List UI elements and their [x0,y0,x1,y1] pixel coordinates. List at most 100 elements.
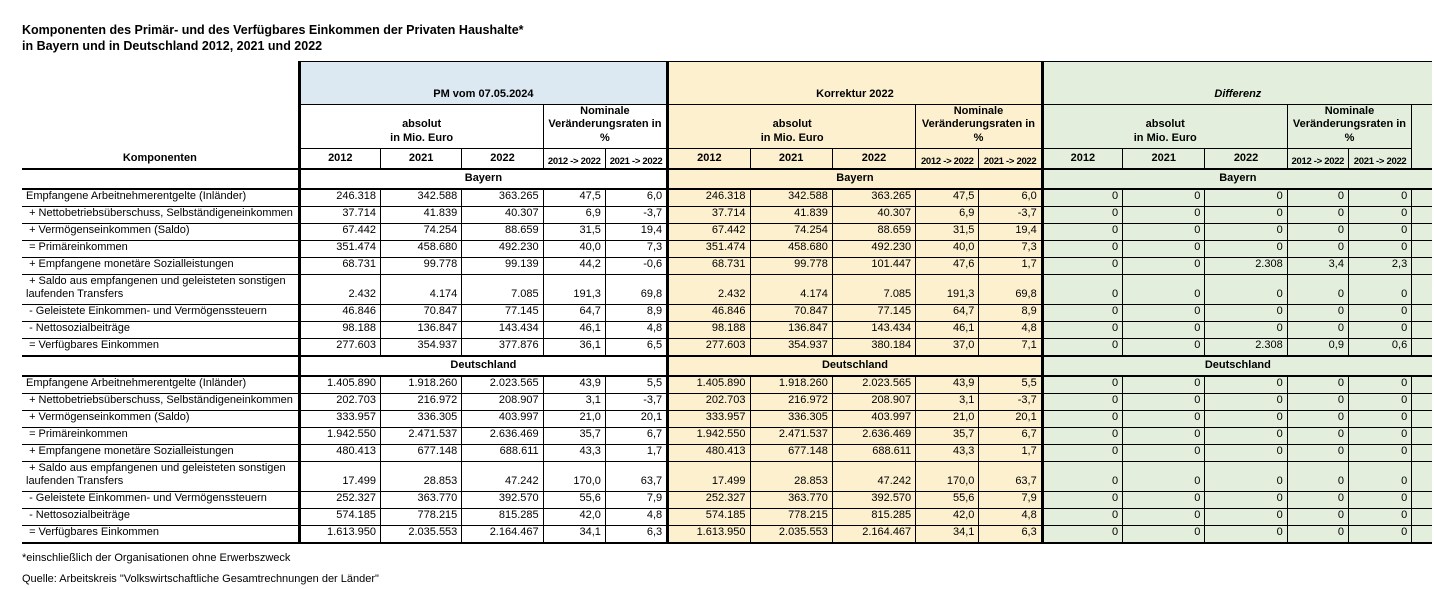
table-header: Komponenten PM vom 07.05.2024 Korrektur 20… [22,60,1432,170]
value-cell: 0 [1347,426,1413,445]
value-cell: 778.215 [749,508,833,526]
value-cell: 0 [1122,188,1206,207]
value-cell: 0 [1347,375,1413,394]
value-cell: 191,3 [915,273,980,305]
value-cell: 0 [1286,239,1349,258]
value-cell: 70.847 [379,304,463,322]
value-cell: 47.242 [831,460,917,492]
value-cell: 363.265 [831,188,917,207]
year-header: 2012 [666,147,751,170]
row-label: + Empfangene monetäre Sozialleistungen [22,443,300,462]
value-cell: 2.471.537 [379,426,463,445]
value-cell: 0 [1204,205,1288,224]
value-cell: 88.659 [461,222,544,241]
edge-spacer-cell [1411,426,1432,445]
value-cell: 28.853 [749,460,833,492]
nominale-subheader-korrektur: Nominale Veränderungsraten in % [915,103,1043,149]
value-cell: 0 [1204,392,1288,411]
value-cell: 6,3 [604,524,669,544]
value-cell: 0 [1122,508,1206,526]
value-cell: 0 [1347,188,1413,207]
region-band-bayern-differenz: Bayern [1040,167,1432,190]
year-header: 2021 [1122,147,1206,170]
value-cell: 0 [1040,443,1124,462]
value-cell: 41.839 [749,205,833,224]
value-cell: 40,0 [542,239,606,258]
value-cell: 77.145 [831,304,917,322]
rate-header: 2021 -> 2022 [978,147,1043,170]
absolut-subheader-pm: absolut in Mio. Euro [297,103,544,149]
value-cell: 143.434 [831,321,917,339]
value-cell: 6,7 [978,426,1043,445]
value-cell: 67.442 [666,222,751,241]
value-cell: 0 [1347,409,1413,428]
edge-spacer-cell [1411,508,1432,526]
value-cell: 202.703 [297,392,381,411]
value-cell: 0 [1347,321,1413,339]
value-cell: 2.023.565 [831,375,917,394]
value-cell: 136.847 [379,321,463,339]
value-cell: 8,9 [978,304,1043,322]
value-cell: 0 [1347,304,1413,322]
value-cell: 351.474 [666,239,751,258]
value-cell: 336.305 [379,409,463,428]
value-cell: 47,5 [915,188,980,207]
value-cell: 43,3 [542,443,606,462]
value-cell: 354.937 [379,337,463,357]
row-label: + Vermögenseinkommen (Saldo) [22,222,300,241]
value-cell: 19,4 [978,222,1043,241]
value-cell: 0 [1204,491,1288,509]
nominale-subheader-pm: Nominale Veränderungsraten in % [542,103,669,149]
value-cell: 333.957 [297,409,381,428]
region-band-bayern-korrektur: Bayern [666,167,1043,190]
value-cell: 77.145 [461,304,544,322]
edge-spacer-cell [1411,375,1432,394]
value-cell: 0 [1040,188,1124,207]
value-cell: 47.242 [461,460,544,492]
value-cell: 4.174 [749,273,833,305]
edge-spacer-cell [1411,491,1432,509]
value-cell: 7,1 [978,337,1043,357]
value-cell: 5,5 [604,375,669,394]
edge-spacer-cell [1411,392,1432,411]
value-cell: 0 [1286,188,1349,207]
value-cell: 37,0 [915,337,980,357]
value-cell: 2.023.565 [461,375,544,394]
value-cell: 0 [1122,375,1206,394]
value-cell: 0 [1040,222,1124,241]
value-cell: 2.164.467 [831,524,917,544]
group-header-differenz: Differenz [1040,60,1432,105]
value-cell: 6,9 [915,205,980,224]
value-cell: 4,8 [604,321,669,339]
value-cell: 0 [1040,375,1124,394]
value-cell: 99.778 [379,256,463,275]
value-cell: 0 [1347,239,1413,258]
value-cell: 6,3 [978,524,1043,544]
value-cell: 99.778 [749,256,833,275]
edge-spacer-cell [1411,321,1432,339]
year-header: 2022 [1204,147,1288,170]
edge-spacer-cell [1411,273,1432,305]
edge-spacer-cell [1411,524,1432,544]
row-label: + Saldo aus empfangenen und geleisteten … [22,273,300,305]
value-cell: 68.731 [297,256,381,275]
value-cell: 458.680 [379,239,463,258]
value-cell: 6,7 [604,426,669,445]
value-cell: 7,3 [978,239,1043,258]
row-label: + Saldo aus empfangenen und geleisteten … [22,460,300,492]
value-cell: 37.714 [297,205,381,224]
value-cell: 2.432 [297,273,381,305]
year-header: 2012 [297,147,381,170]
value-cell: 20,1 [978,409,1043,428]
value-cell: 0 [1347,273,1413,305]
value-cell: 44,2 [542,256,606,275]
value-cell: 43,9 [915,375,980,394]
value-cell: 6,0 [978,188,1043,207]
row-label: = Primäreinkommen [22,426,300,445]
value-cell: 0 [1204,273,1288,305]
row-label: + Nettobetriebsüberschuss, Selbständigen… [22,392,300,411]
value-cell: 40.307 [461,205,544,224]
value-cell: 392.570 [831,491,917,509]
value-cell: 21,0 [915,409,980,428]
value-cell: 0 [1122,426,1206,445]
